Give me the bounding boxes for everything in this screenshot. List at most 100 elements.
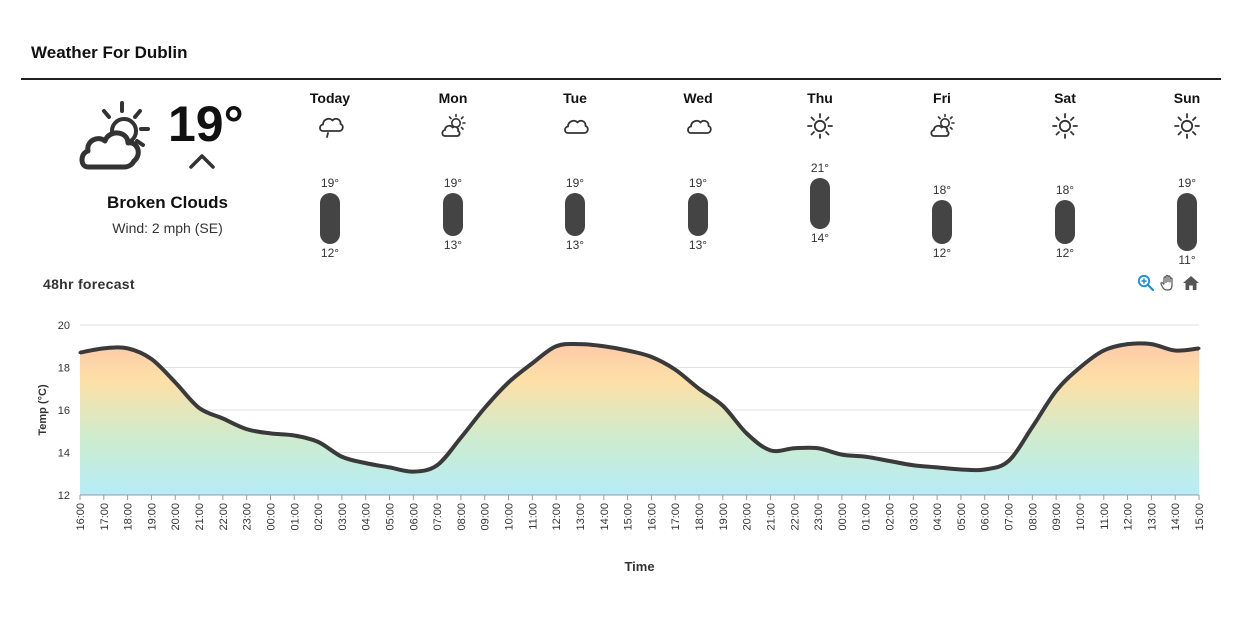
data-point xyxy=(697,387,701,391)
home-icon[interactable] xyxy=(1182,274,1200,292)
x-tick-label: 06:00 xyxy=(980,503,992,531)
data-point xyxy=(649,355,653,359)
day-temp-range-bar xyxy=(1177,192,1197,251)
day-high-temp: 18° xyxy=(1055,182,1075,197)
day-label: Today xyxy=(309,90,351,106)
data-point xyxy=(792,446,796,450)
data-point xyxy=(935,465,939,469)
data-point xyxy=(197,406,201,410)
data-point xyxy=(887,459,891,463)
data-point xyxy=(245,427,249,431)
day-low-temp: 13° xyxy=(565,238,585,253)
day-label: Wed xyxy=(683,90,713,106)
x-tick-label: 07:00 xyxy=(1004,503,1016,531)
y-tick-label: 14 xyxy=(58,448,70,460)
x-tick-label: 18:00 xyxy=(123,503,135,531)
x-tick-label: 23:00 xyxy=(242,503,254,531)
day-forecast-fri: Fri 18° 12° xyxy=(902,90,982,260)
y-tick-label: 12 xyxy=(58,490,70,502)
day-label: Fri xyxy=(933,90,951,106)
x-tick-label: 23:00 xyxy=(813,503,825,531)
data-point xyxy=(388,465,392,469)
x-tick-label: 02:00 xyxy=(884,503,896,531)
day-high-temp: 19° xyxy=(320,175,340,190)
day-high-temp: 19° xyxy=(565,175,585,190)
data-point xyxy=(316,440,320,444)
x-tick-label: 21:00 xyxy=(765,503,777,531)
day-label: Thu xyxy=(807,90,833,106)
page-title: Weather For Dublin xyxy=(31,43,188,62)
y-axis-title: Temp (°C) xyxy=(37,384,49,436)
day-low-temp: 13° xyxy=(443,238,463,253)
day-high-temp: 21° xyxy=(810,161,830,175)
data-point xyxy=(554,344,558,348)
forecast-title: 48hr forecast xyxy=(43,276,135,292)
data-point xyxy=(173,380,177,384)
temperature-line xyxy=(79,341,1200,474)
temperature-area xyxy=(80,343,1199,495)
data-point xyxy=(1197,346,1201,350)
x-tick-label: 20:00 xyxy=(170,503,182,531)
x-tick-label: 01:00 xyxy=(861,503,873,531)
x-tick-label: 17:00 xyxy=(670,503,682,531)
data-point xyxy=(459,436,463,440)
day-high-temp: 19° xyxy=(688,175,708,190)
x-axis-title: Time xyxy=(624,559,654,574)
data-point xyxy=(578,342,582,346)
x-tick-label: 14:00 xyxy=(599,503,611,531)
day-low-temp: 14° xyxy=(810,231,830,246)
x-tick-label: 03:00 xyxy=(337,503,349,531)
data-point xyxy=(1030,425,1034,429)
day-high-temp: 19° xyxy=(1177,175,1197,190)
data-point xyxy=(959,468,963,471)
x-tick-label: 17:00 xyxy=(99,503,111,531)
cloud-rain-icon xyxy=(319,117,344,138)
current-temperature: 19° xyxy=(168,96,244,152)
day-low-temp: 12° xyxy=(1055,245,1075,260)
x-tick-label: 13:00 xyxy=(575,503,587,531)
chart-toolbar xyxy=(1137,274,1203,294)
x-tick-label: 06:00 xyxy=(408,503,420,531)
current-condition: Broken Clouds xyxy=(107,193,228,212)
x-tick-label: 09:00 xyxy=(480,503,492,531)
data-point xyxy=(268,431,272,435)
x-tick-label: 21:00 xyxy=(194,503,206,531)
x-tick-label: 08:00 xyxy=(456,503,468,531)
x-tick-label: 04:00 xyxy=(932,503,944,531)
x-tick-label: 22:00 xyxy=(218,503,230,531)
zoom-in-icon[interactable] xyxy=(1137,274,1155,292)
day-forecast-sat: Sat 18° 12° xyxy=(1025,90,1105,260)
day-forecast-thu: Thu 21° 14° xyxy=(780,90,860,250)
day-low-temp: 12° xyxy=(320,245,340,260)
data-point xyxy=(768,448,772,452)
cloud-icon xyxy=(564,119,589,134)
data-point xyxy=(816,446,820,450)
day-forecast-wed: Wed 19° 13° xyxy=(658,90,738,252)
day-forecast-mon: Mon 19° 13° xyxy=(413,90,493,253)
data-point xyxy=(840,453,844,457)
data-point xyxy=(292,434,296,437)
data-point xyxy=(1078,366,1082,369)
current-wind: Wind: 2 mph (SE) xyxy=(112,220,223,236)
data-point xyxy=(411,470,415,474)
data-point xyxy=(435,463,439,467)
y-tick-label: 18 xyxy=(58,363,70,375)
x-tick-label: 05:00 xyxy=(956,503,968,531)
x-tick-label: 05:00 xyxy=(385,503,397,531)
data-point xyxy=(911,463,915,467)
x-tick-label: 10:00 xyxy=(1075,503,1087,531)
x-tick-label: 16:00 xyxy=(75,503,87,531)
x-tick-label: 16:00 xyxy=(646,503,658,531)
day-label: Sat xyxy=(1054,90,1076,106)
x-tick-label: 12:00 xyxy=(1123,503,1135,531)
x-tick-label: 13:00 xyxy=(1146,503,1158,531)
data-point xyxy=(1007,459,1011,463)
pan-hand-icon[interactable] xyxy=(1159,274,1177,292)
data-point xyxy=(126,346,130,350)
x-tick-label: 12:00 xyxy=(551,503,563,531)
x-tick-label: 04:00 xyxy=(361,503,373,531)
day-temp-range-bar xyxy=(688,192,708,237)
x-tick-label: 19:00 xyxy=(718,503,730,531)
y-tick-label: 20 xyxy=(58,320,70,332)
day-temp-range-bar xyxy=(320,192,340,244)
